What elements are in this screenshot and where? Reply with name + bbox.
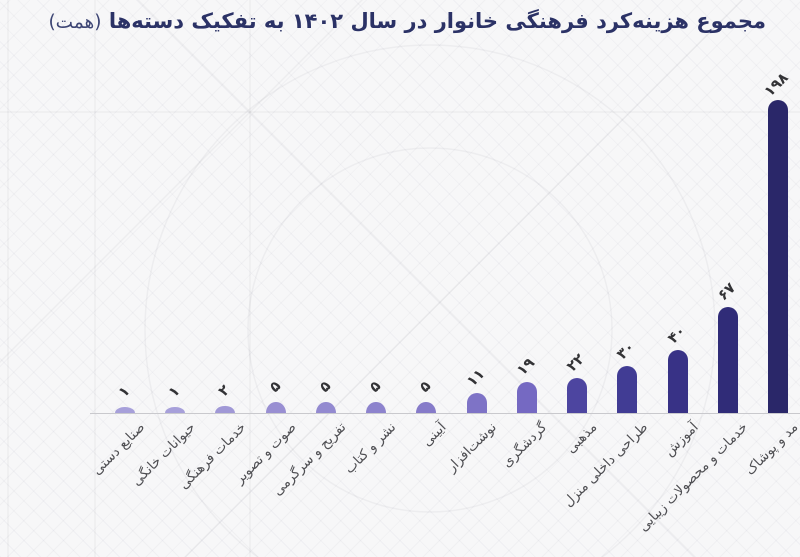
bar — [567, 377, 588, 413]
bar — [717, 307, 738, 413]
bar-value-label: ۲۲ — [564, 350, 589, 375]
x-axis-line — [90, 413, 800, 414]
chart-title-unit: (همت) — [48, 12, 102, 33]
bar — [366, 401, 387, 413]
bar — [767, 100, 788, 413]
bar-category-label: نشر و کتاب — [342, 419, 400, 478]
bar — [315, 401, 336, 413]
bar-value-label: ۱۹ — [514, 355, 538, 380]
bar-category-label: گردشگری — [499, 419, 551, 471]
bar-value-label: ۱۹۸ — [761, 70, 792, 101]
bar-value-label: ۵ — [316, 377, 335, 396]
bar-value-label: ۱۱ — [463, 366, 488, 391]
chart-title-text: مجموع هزینه‌کرد فرهنگی خانوار در سال ۱۴۰… — [108, 9, 766, 33]
bar — [165, 407, 186, 413]
bar-value-label: ۵ — [366, 377, 385, 396]
bar-value-label: ۶۷ — [714, 280, 739, 305]
bar-value-label: ۵ — [266, 377, 285, 396]
bar-value-label: ۴۰ — [664, 322, 689, 347]
bar-value-label: ۲ — [216, 381, 234, 400]
bar-category-label: مذهبی — [563, 419, 601, 457]
bar-category-label: مد و پوشاک — [742, 419, 800, 479]
bar-value-label: ۱ — [115, 383, 134, 401]
bar — [667, 349, 688, 413]
bar-value-label: ۳۰ — [614, 338, 639, 363]
chart-title: مجموع هزینه‌کرد فرهنگی خانوار در سال ۱۴۰… — [48, 9, 766, 33]
bar — [617, 365, 638, 413]
bar — [115, 407, 135, 413]
bar — [466, 393, 487, 413]
bar-value-label: ۵ — [417, 377, 435, 396]
bar-value-label: ۱ — [165, 383, 184, 401]
bar-category-label: آیینی — [419, 419, 450, 450]
bar — [265, 401, 286, 413]
bar — [215, 405, 236, 413]
bar-category-label: نوشت‌افزار — [444, 419, 501, 476]
bar — [516, 382, 537, 413]
bar-category-label: آموزش — [660, 419, 702, 460]
bar — [416, 401, 437, 413]
